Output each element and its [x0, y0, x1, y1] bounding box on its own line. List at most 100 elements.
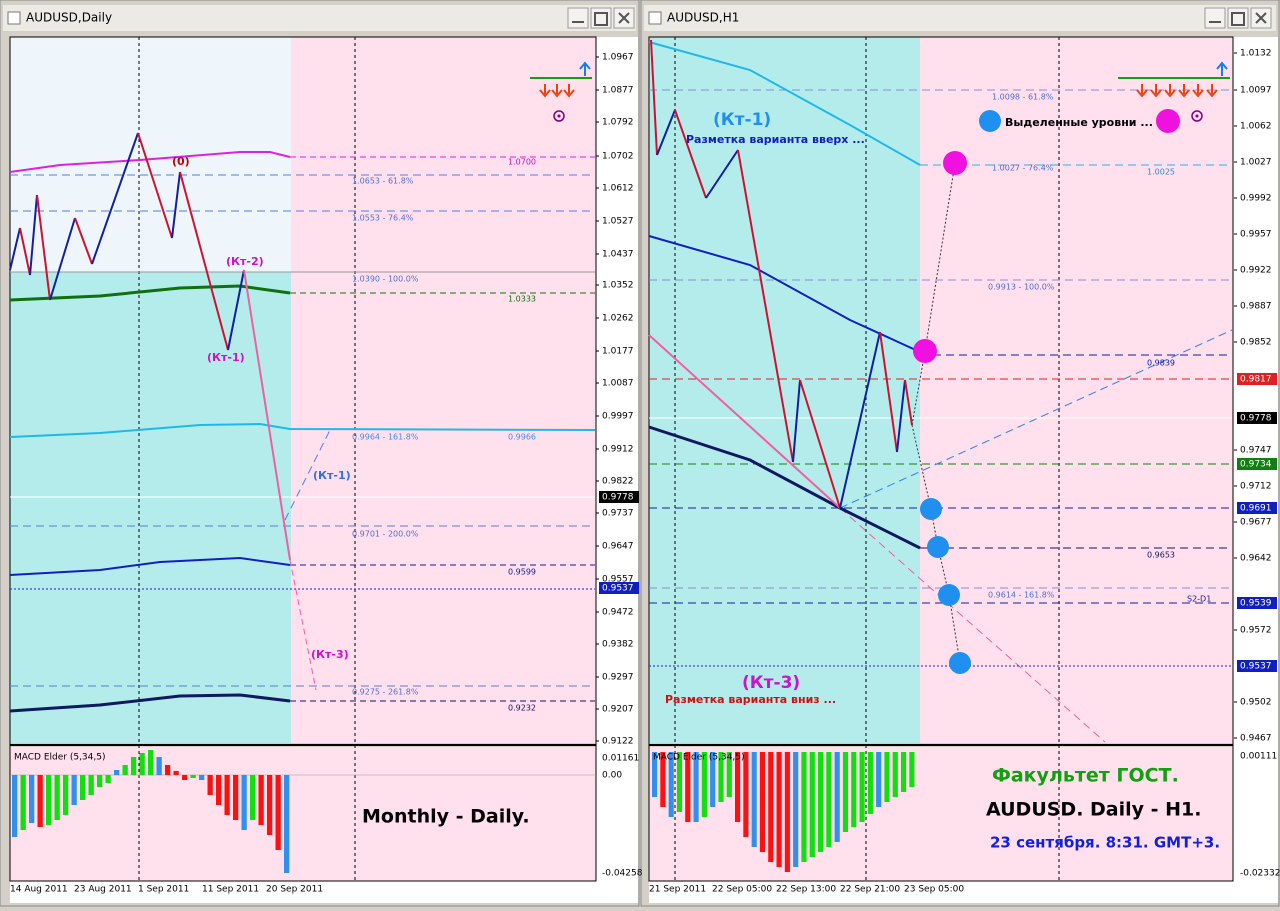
macd-bar: [182, 775, 188, 780]
macd-bar: [867, 752, 873, 814]
macd-bar: [842, 752, 849, 832]
macd-scale-label: 0.01161: [602, 754, 639, 764]
macd-bar: [139, 753, 145, 775]
price-label: 0.9572: [1240, 626, 1272, 636]
annotation: Разметка варианта вверх ...: [686, 133, 865, 146]
macd-label: MACD Elder (5,34,5): [14, 753, 106, 763]
price-marker-box: [599, 491, 639, 503]
caption: Monthly - Daily.: [362, 806, 530, 828]
price-marker: 0.9778: [1240, 414, 1272, 424]
macd-bar: [668, 752, 674, 817]
price-label: 0.9642: [1240, 554, 1272, 564]
macd-bar: [726, 752, 732, 797]
annotation: Разметка варианта вниз ...: [665, 693, 836, 706]
date-label: 11 Sep 2011: [202, 885, 259, 895]
macd-bar: [859, 752, 865, 822]
level-label: 0.9701 - 200.0%: [352, 530, 419, 539]
macd-bar: [718, 752, 724, 802]
price-label: 1.0097: [1240, 86, 1272, 96]
price-label: 0.9922: [1240, 266, 1272, 276]
macd-bar: [190, 775, 196, 778]
price-label: 0.9737: [602, 509, 634, 519]
macd-bar: [216, 775, 222, 805]
price-label: 1.0352: [602, 281, 634, 291]
price-marker-box: [1237, 373, 1277, 385]
window-title: AUDUSD,H1: [667, 11, 739, 25]
price-marker-box: [1237, 412, 1277, 424]
macd-bar: [759, 752, 766, 852]
macd-scale-label: -0.04258: [602, 869, 643, 879]
macd-bar: [676, 752, 683, 812]
macd-bar: [71, 775, 77, 805]
macd-bar: [173, 771, 179, 775]
window-left: [0, 0, 640, 907]
price-label: 0.9647: [602, 542, 634, 552]
macd-bar: [114, 770, 120, 775]
macd-bar: [258, 775, 264, 825]
price-label: 0.9712: [1240, 482, 1272, 492]
date-label: 1 Sep 2011: [138, 885, 189, 895]
price-marker-box: [1237, 502, 1277, 514]
price-marker: 0.9817: [1240, 375, 1272, 385]
price-label: 1.0062: [1240, 122, 1272, 132]
macd-bar: [743, 752, 749, 837]
macd-bar: [122, 765, 128, 775]
price-label: 0.9677: [1240, 518, 1272, 528]
price-marker: 0.9734: [1240, 460, 1272, 470]
price-label: 1.0262: [602, 314, 634, 324]
macd-bar: [88, 775, 94, 795]
price-label: 0.9502: [1240, 698, 1272, 708]
macd-bar: [876, 752, 882, 807]
price-label: 0.9747: [1240, 446, 1272, 456]
date-label: 20 Sep 2011: [266, 885, 323, 895]
level-label: 1.0390 - 100.0%: [352, 275, 419, 284]
annotation: (Кт-1): [713, 110, 771, 130]
window-title: AUDUSD,Daily: [26, 11, 112, 25]
macd-bar: [826, 752, 832, 847]
price-label: 1.0177: [602, 347, 634, 357]
level-label: 1.0333: [508, 295, 536, 304]
macd-bar: [660, 752, 666, 807]
price-label: 1.0792: [602, 118, 634, 128]
macd-bar: [250, 775, 256, 820]
minimize-button[interactable]: [567, 7, 589, 29]
level-label: 0.9839: [1147, 359, 1175, 368]
price-label: 1.0877: [602, 86, 634, 96]
macd-bar: [735, 752, 741, 822]
price-marker: 0.9537: [1240, 662, 1272, 672]
level-label: 1.0553 - 76.4%: [352, 214, 414, 223]
price-label: 0.9472: [602, 608, 634, 618]
minimize-button[interactable]: [1204, 7, 1226, 29]
macd-scale-label: 0.00: [602, 771, 622, 781]
price-label: 0.9852: [1240, 338, 1272, 348]
price-marker-box: [599, 582, 639, 594]
level-label: S2-D1: [1187, 595, 1211, 604]
level-label: 1.0653 - 61.8%: [352, 177, 414, 186]
price-label: 0.9122: [602, 737, 634, 747]
price-label: 1.0027: [1240, 158, 1272, 168]
price-marker-box: [1237, 597, 1277, 609]
level-label: 0.9966: [508, 433, 536, 442]
macd-bar: [80, 775, 86, 800]
level-label: 0.9232: [508, 704, 536, 713]
macd-bar: [54, 775, 60, 820]
annotation: (Кт-1): [313, 469, 351, 482]
macd-bar: [224, 775, 230, 815]
macd-scale-label: -0.02332: [1240, 869, 1280, 879]
annotation: (Кт-3): [742, 673, 800, 693]
annotation: (Кт-2): [226, 255, 264, 268]
price-label: 0.9957: [1240, 230, 1272, 240]
date-label: 23 Aug 2011: [74, 885, 132, 895]
price-label: 0.9382: [602, 640, 634, 650]
macd-bar: [851, 752, 857, 827]
price-label: 0.9992: [1240, 194, 1272, 204]
price-marker: 0.9691: [1240, 504, 1272, 514]
level-label: 0.9964 - 161.8%: [352, 433, 419, 442]
macd-bar: [284, 775, 290, 873]
level-label: 0.9275 - 261.8%: [352, 688, 419, 697]
macd-bar: [892, 752, 898, 797]
macd-bar: [97, 775, 103, 787]
macd-bar: [818, 752, 824, 852]
macd-bar: [693, 752, 699, 822]
